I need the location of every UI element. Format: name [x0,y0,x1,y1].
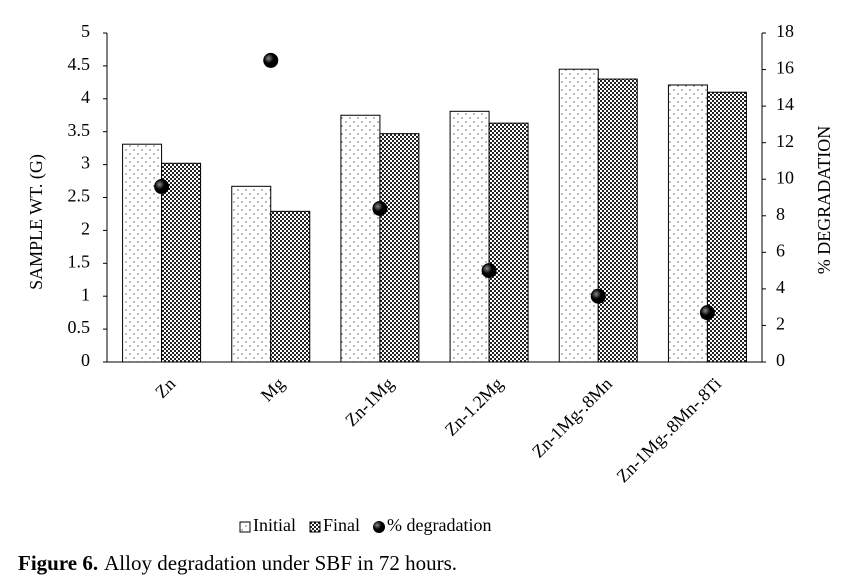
y-tick-label: 2 [81,219,90,239]
bar [558,68,599,363]
y-tick-label: 5 [81,21,90,41]
bar [231,185,272,363]
caption: Figure 6. Alloy degradation under SBF in … [18,551,457,575]
legend-swatch [239,521,251,533]
point [481,263,497,279]
y2-tick-label: 6 [776,240,785,260]
y-tick-label: 0.5 [68,317,91,337]
y-tick-label: 3.5 [68,120,91,140]
bar [449,110,490,363]
bar [706,91,747,363]
bar [340,114,381,363]
y2-tick-label: 8 [776,204,785,224]
bar [379,133,420,363]
point [372,200,388,216]
bar [161,162,202,363]
y-tick-label: 0 [81,350,90,370]
y-tick-label: 2.5 [68,186,91,206]
bar [597,78,638,363]
x-tick-label: Zn-1Mg-.8Mn [528,374,616,462]
y-tick-label: 3 [81,153,90,173]
y2-tick-label: 16 [776,58,794,78]
x-tick-label: Zn-1Mg [341,374,398,431]
bar [667,84,708,363]
point [590,288,606,304]
bar [488,122,529,363]
point [263,52,279,68]
point [154,179,170,195]
x-tick-label: Zn [151,374,179,402]
legend-label: % degradation [387,515,491,535]
x-tick-label: Zn-1.2Mg [441,374,507,440]
y-axis-title: SAMPLE WT. (G) [26,154,47,290]
y-tick-label: 1 [81,284,90,304]
y-tick-label: 1.5 [68,251,91,271]
legend-swatch [373,521,386,533]
y2-tick-label: 14 [776,94,794,114]
point [699,305,715,321]
legend-label: Initial [253,515,296,535]
y2-tick-label: 18 [776,21,794,41]
bar [270,210,311,363]
y-tick-label: 4.5 [68,54,91,74]
y2-tick-label: 10 [776,167,794,187]
y2-tick-label: 2 [776,314,785,334]
figure-label: Figure 6. [18,551,98,575]
y-tick-label: 4 [81,87,90,107]
legend-swatch [309,521,321,533]
y2-tick-label: 12 [776,131,794,151]
caption-text: Alloy degradation under SBF in 72 hours. [104,551,457,575]
x-tick-label: Mg [257,374,289,406]
x-tick-label: Zn-1Mg-.8Mn-.8Ti [612,374,725,487]
bar [122,143,163,363]
y2-axis-title: % DEGRADATION [814,126,834,274]
legend-label: Final [323,515,360,535]
y2-tick-label: 4 [776,277,785,297]
y2-tick-label: 0 [776,350,785,370]
